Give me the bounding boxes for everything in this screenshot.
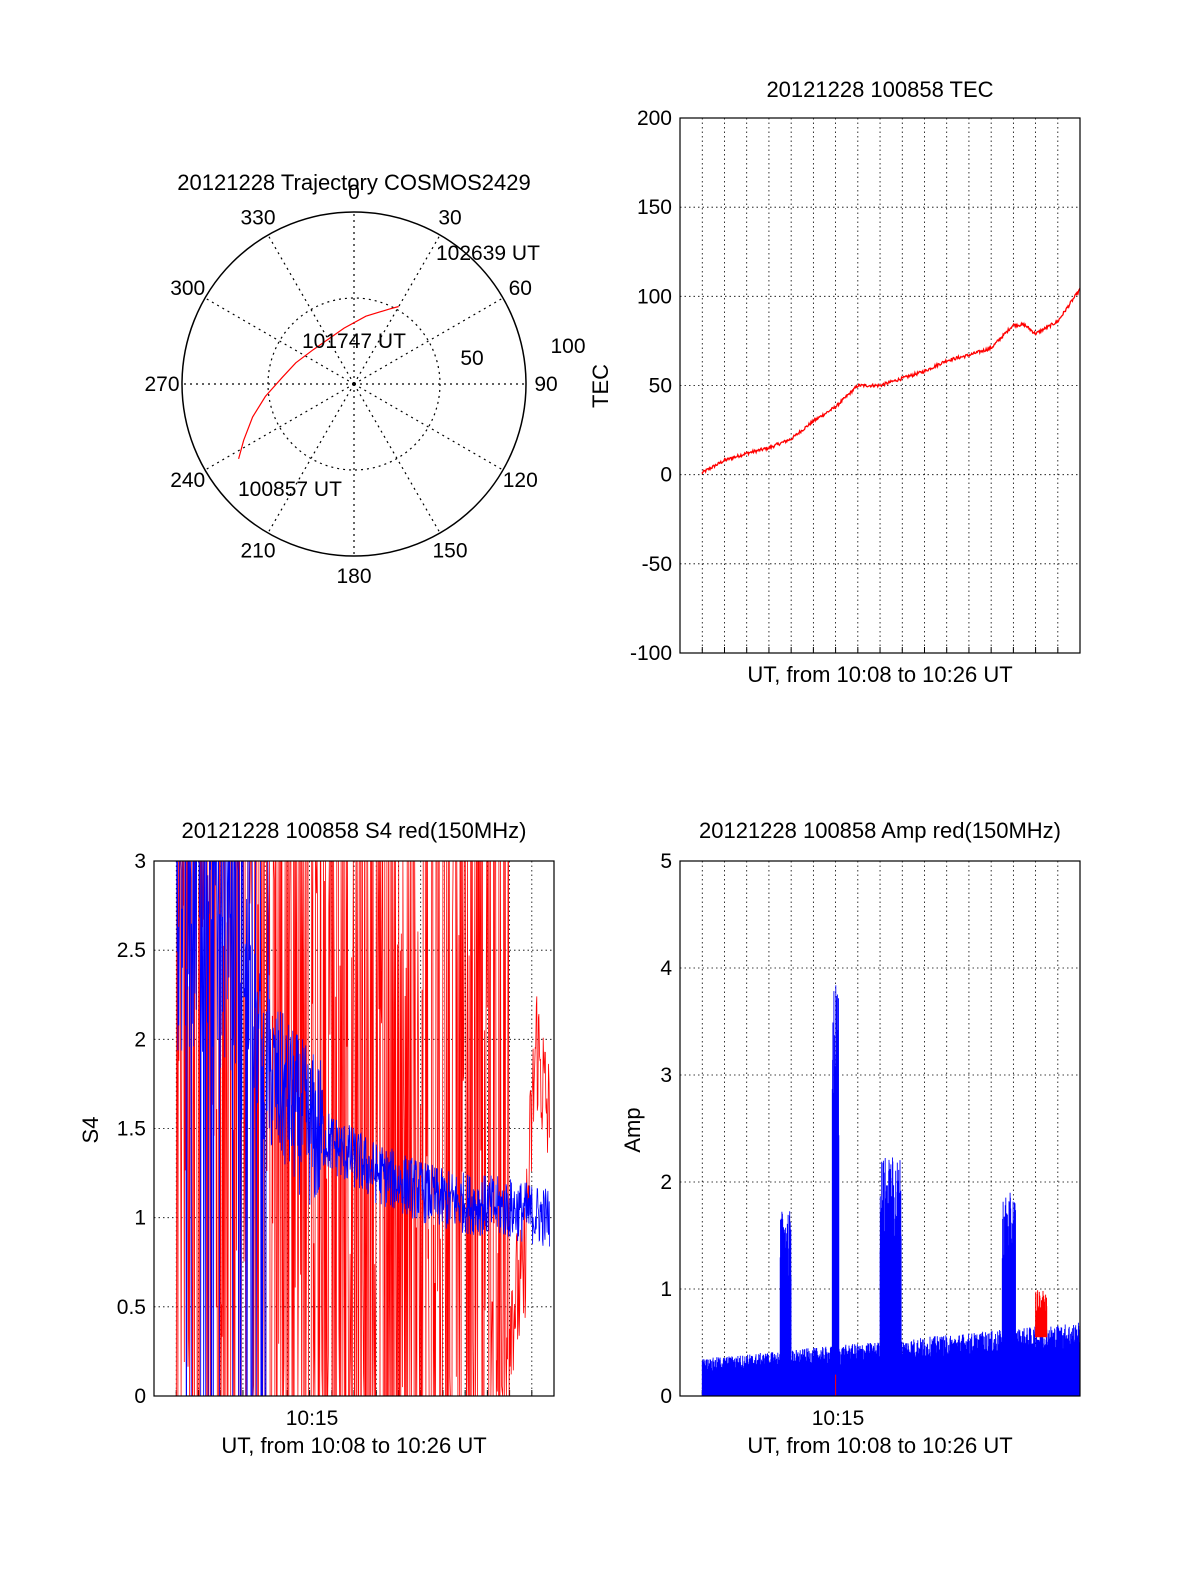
tec-panel: 20121228 100858 TEC -100-50050100150200 …	[588, 77, 1081, 687]
tec-grid	[680, 118, 1080, 653]
polar-angle-label-330: 330	[240, 207, 275, 230]
amp-blue-series-line	[701, 985, 1081, 1396]
tec-plot-frame	[679, 117, 1081, 654]
trajectory-end-label: 102639 UT	[436, 242, 540, 265]
s4-y-axis-label: S4	[78, 1117, 103, 1144]
tec-y-tick-label: 150	[637, 196, 672, 219]
amp-x-tick-1015: 10:15	[812, 1407, 865, 1430]
s4-y-tick-label: 1.5	[117, 1118, 146, 1141]
trajectory-panel: 20121228 Trajectory COSMOS2429 0 30 60 90 12…	[144, 170, 585, 588]
s4-x-tick-1015: 10:15	[286, 1407, 339, 1430]
polar-spoke-120	[353, 383, 504, 471]
tec-y-tick-label: 50	[649, 375, 672, 398]
amp-x-axis-label: UT, from 10:08 to 10:26 UT	[747, 1433, 1012, 1458]
tec-y-tick-label: 200	[637, 107, 672, 130]
s4-y-tick-label: 0	[134, 1385, 146, 1408]
polar-angle-label-120: 120	[503, 469, 538, 492]
amp-series	[701, 985, 1081, 1396]
amp-title: 20121228 100858 Amp red(150MHz)	[699, 818, 1061, 843]
tec-y-ticks: -100 -50 0 50 100 150 200	[630, 107, 672, 665]
amp-red-series-line	[835, 1290, 1048, 1396]
trajectory-title: 20121228 Trajectory COSMOS2429	[177, 170, 530, 195]
s4-panel: 20121228 100858 S4 red(150MHz) 0 0.5 1 1.5 2…	[78, 818, 555, 1458]
polar-angle-label-240: 240	[170, 469, 205, 492]
tec-y-tick-label: -100	[630, 642, 672, 665]
polar-angle-labels: 0 30 60 90 120 150 180 210 240 270 300 330	[144, 181, 557, 588]
s4-title: 20121228 100858 S4 red(150MHz)	[182, 818, 527, 843]
polar-angle-label-270: 270	[144, 373, 179, 396]
polar-angle-label-180: 180	[336, 565, 371, 588]
tec-x-axis-label: UT, from 10:08 to 10:26 UT	[747, 662, 1012, 687]
amp-y-tick-label: 2	[660, 1171, 672, 1194]
s4-y-tick-label: 0.5	[117, 1296, 146, 1319]
polar-angle-label-90: 90	[534, 373, 557, 396]
polar-angle-label-150: 150	[432, 539, 467, 562]
amp-y-tick-label: 5	[660, 850, 672, 873]
polar-angle-label-300: 300	[170, 277, 205, 300]
tec-y-tick-label: 100	[637, 285, 672, 308]
s4-series	[175, 860, 550, 1397]
s4-y-tick-label: 2.5	[117, 939, 146, 962]
amp-y-tick-label: 0	[660, 1385, 672, 1408]
polar-angle-label-60: 60	[509, 277, 532, 300]
tec-y-axis-label: TEC	[588, 364, 613, 408]
tec-y-tick-label: -50	[642, 553, 672, 576]
polar-grid	[181, 211, 527, 557]
polar-radial-label-100: 100	[550, 335, 585, 358]
polar-radial-label-50: 50	[460, 347, 483, 370]
s4-plot-frame	[153, 860, 555, 1397]
polar-spoke-60	[353, 297, 504, 385]
s4-y-tick-label: 3	[134, 850, 146, 873]
trajectory-start-label: 100857 UT	[238, 478, 342, 501]
trajectory-series-line	[238, 305, 399, 460]
tec-title: 20121228 100858 TEC	[766, 77, 993, 102]
polar-spoke-330	[267, 234, 355, 385]
tec-y-tick-label: 0	[660, 464, 672, 487]
amp-y-tick-label: 3	[660, 1064, 672, 1087]
polar-angle-label-30: 30	[438, 207, 461, 230]
s4-y-tick-label: 1	[134, 1207, 146, 1230]
s4-y-ticks: 0 0.5 1 1.5 2 2.5 3	[117, 850, 146, 1408]
polar-spoke-210	[267, 383, 355, 534]
polar-spoke-240	[204, 383, 355, 471]
polar-angle-label-0: 0	[348, 181, 360, 204]
amp-y-tick-label: 1	[660, 1278, 672, 1301]
s4-y-tick-label: 2	[134, 1028, 146, 1051]
trajectory-mid-label: 101747 UT	[302, 330, 406, 353]
amp-panel: 20121228 100858 Amp red(150MHz) 0 1 2 3 4 5 1…	[620, 818, 1081, 1458]
amp-y-axis-label: Amp	[620, 1107, 645, 1152]
amp-plot-frame	[679, 860, 1081, 1397]
tec-series-line	[701, 287, 1081, 475]
polar-angle-label-210: 210	[240, 539, 275, 562]
polar-spoke-30	[353, 234, 441, 385]
amp-y-ticks: 0 1 2 3 4 5	[660, 850, 672, 1408]
polar-outer-circle	[181, 211, 527, 557]
polar-spoke-300	[204, 297, 355, 385]
s4-x-axis-label: UT, from 10:08 to 10:26 UT	[221, 1433, 486, 1458]
polar-spoke-150	[353, 383, 441, 534]
amp-y-tick-label: 4	[660, 957, 672, 980]
